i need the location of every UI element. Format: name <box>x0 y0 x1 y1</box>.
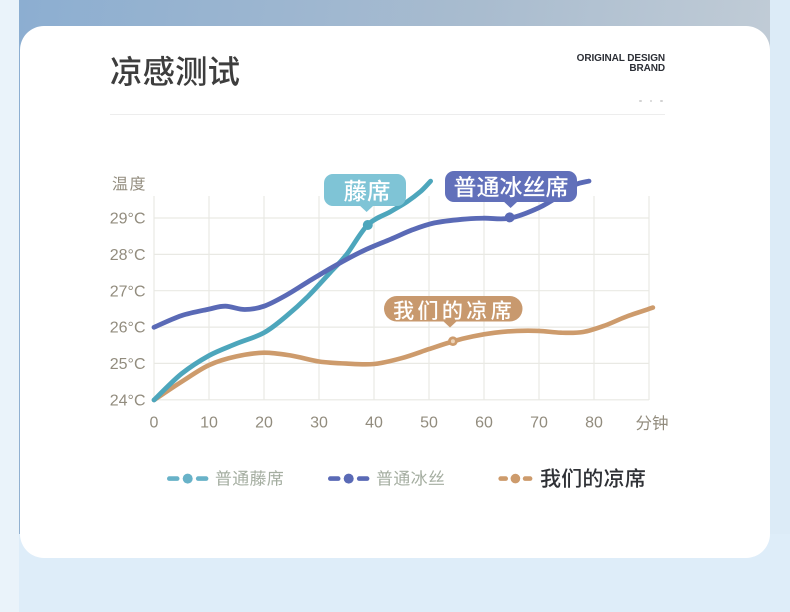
svg-text:20: 20 <box>255 415 273 432</box>
svg-text:60: 60 <box>475 415 493 432</box>
svg-text:30: 30 <box>310 415 328 432</box>
svg-text:24°C: 24°C <box>110 392 146 409</box>
svg-text:0: 0 <box>150 415 159 432</box>
svg-text:40: 40 <box>365 415 383 432</box>
svg-text:25°C: 25°C <box>110 356 146 373</box>
svg-text:80: 80 <box>585 415 603 432</box>
svg-text:29°C: 29°C <box>110 211 146 228</box>
svg-text:26°C: 26°C <box>110 320 146 337</box>
svg-text:10: 10 <box>200 415 218 432</box>
svg-text:50: 50 <box>420 415 438 432</box>
svg-text:27°C: 27°C <box>110 283 146 300</box>
svg-text:28°C: 28°C <box>110 247 146 264</box>
svg-text:70: 70 <box>530 415 548 432</box>
